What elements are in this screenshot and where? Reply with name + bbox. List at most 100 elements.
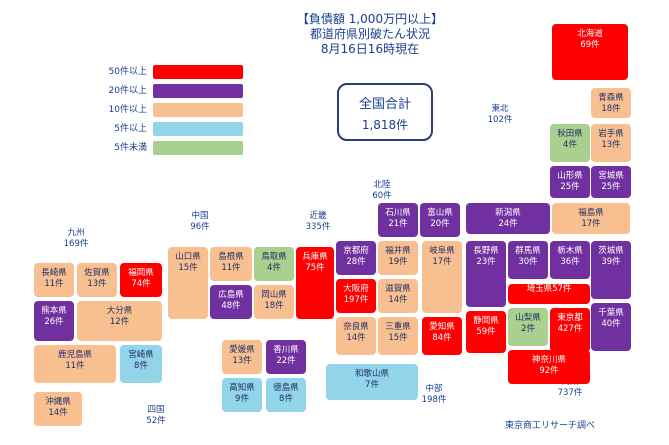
prefecture-count: 9件 [235,394,249,404]
prefecture-tile: 山形県 25件 [550,166,590,198]
prefecture-tile: 宮城県 25件 [591,166,631,198]
prefecture-count: 17件 [432,257,452,267]
prefecture-name: 東京都 [557,313,583,323]
prefecture-name: 広島県 [218,290,244,300]
prefecture-name: 大分県 [106,306,133,316]
prefecture-name: 香川県 [273,345,299,355]
prefecture-tile: 高知県 9件 [222,378,262,412]
legend-item: 50件以上 [85,64,245,80]
prefecture-name: 兵庫県 [302,252,328,262]
prefecture-count: 22件 [276,356,296,366]
prefecture-name: 沖縄県 [45,397,71,407]
region-count: 335件 [305,222,331,232]
prefecture-count: 84件 [432,333,452,343]
prefecture-tile: 愛媛県 13件 [222,340,262,374]
prefecture-tile: 福井県 19件 [378,241,418,275]
prefecture-count: 427件 [557,324,583,334]
prefecture-tile: 宮崎県 8件 [120,345,162,383]
legend-label: 5件以上 [114,124,147,134]
prefecture-tile: 島根県 11件 [210,247,252,281]
prefecture-tile: 大分県 12件 [77,301,162,341]
prefecture-count: 59件 [476,327,496,337]
prefecture-name: 静岡県 [473,316,499,326]
legend-item: 10件以上 [85,102,245,118]
prefecture-tile: 愛知県 84件 [422,317,462,355]
region-label: 九州 169件 [46,228,106,250]
legend: 50件以上 20件以上 10件以上 5件以上 5件未満 [85,64,245,156]
legend-item: 20件以上 [85,83,245,99]
prefecture-count: 30件 [518,257,538,267]
prefecture-tile: 山口県 15件 [168,247,208,319]
prefecture-name: 新潟県 [495,208,521,218]
region-label: 中国 96件 [170,211,230,233]
prefecture-name: 神奈川県 [531,355,566,365]
prefecture-count: 4件 [267,263,281,273]
region-label: 北陸 60件 [352,180,412,202]
region-name: 中国 [191,211,209,221]
prefecture-count: 18件 [264,301,284,311]
region-name: 近畿 [309,211,327,221]
prefecture-tile: 岡山県 18件 [254,285,294,319]
prefecture-name: 福岡県 [128,268,154,278]
title-line-1: 【負債額 1,000万円以上】 [296,12,444,26]
prefecture-count: 18件 [601,104,621,114]
prefecture-name: 高知県 [229,383,255,393]
prefecture-name: 島根県 [218,252,244,262]
prefecture-tile: 秋田県 4件 [550,124,590,162]
prefecture-tile: 京都府 28件 [336,241,376,275]
prefecture-count: 23件 [476,257,496,267]
prefecture-name: 富山県 [427,208,453,218]
prefecture-tile: 佐賀県 13件 [77,263,117,297]
prefecture-name: 群馬県 [515,246,541,256]
prefecture-tile: 香川県 22件 [266,340,306,374]
prefecture-count: 92件 [539,366,559,376]
prefecture-count: 8件 [134,361,148,371]
region-name: 中部 [425,384,443,394]
prefecture-count: 15件 [388,333,408,343]
prefecture-name: 岩手県 [598,129,624,139]
prefecture-count: 57件 [552,284,572,294]
prefecture-tile: 山梨県 2件 [508,308,548,346]
prefecture-name: 石川県 [385,208,411,218]
prefecture-count: 13件 [601,140,621,150]
prefecture-count: 11件 [65,361,85,371]
prefecture-tile: 兵庫県 75件 [296,247,334,319]
prefecture-tile: 大阪府 197件 [336,279,376,313]
legend-label: 50件以上 [108,67,147,77]
prefecture-tile: 栃木県 36件 [550,241,590,279]
region-label: 東北 102件 [470,104,530,126]
prefecture-tile: 熊本県 26件 [34,301,74,341]
prefecture-name: 山口県 [175,252,201,262]
prefecture-name: 岡山県 [261,290,287,300]
prefecture-tile: 静岡県 59件 [466,311,506,353]
prefecture-count: 20件 [430,219,450,229]
prefecture-tile: 青森県 18件 [591,88,631,118]
prefecture-tile: 岐阜県 17件 [422,241,462,313]
legend-swatch [153,122,243,136]
prefecture-name: 山形県 [557,171,583,181]
prefecture-tile: 徳島県 8件 [266,378,306,412]
prefecture-count: 2件 [521,324,535,334]
legend-label: 10件以上 [108,105,147,115]
prefecture-count: 48件 [221,301,241,311]
prefecture-tile: 東京都 427件 [550,308,590,352]
prefecture-name: 青森県 [598,93,624,103]
prefecture-name: 愛知県 [429,322,455,332]
title-line-2: 都道府県別破たん状況 [309,27,430,41]
prefecture-count: 74件 [131,279,151,289]
region-name: 九州 [67,228,85,238]
prefecture-tile: 和歌山県 7件 [326,364,418,400]
prefecture-count: 197件 [343,295,369,305]
prefecture-name: 宮崎県 [128,350,154,360]
source-credit: 東京商工リサーチ調べ [505,421,596,431]
prefecture-count: 8件 [279,394,293,404]
prefecture-count: 12件 [109,317,130,327]
prefecture-count: 4件 [563,140,577,150]
prefecture-tile: 岩手県 13件 [591,124,631,162]
prefecture-count: 28件 [346,257,366,267]
prefecture-name: 宮城県 [598,171,624,181]
prefecture-name: 北海道 [577,29,603,39]
prefecture-name: 愛媛県 [229,345,255,355]
prefecture-name: 栃木県 [557,246,583,256]
